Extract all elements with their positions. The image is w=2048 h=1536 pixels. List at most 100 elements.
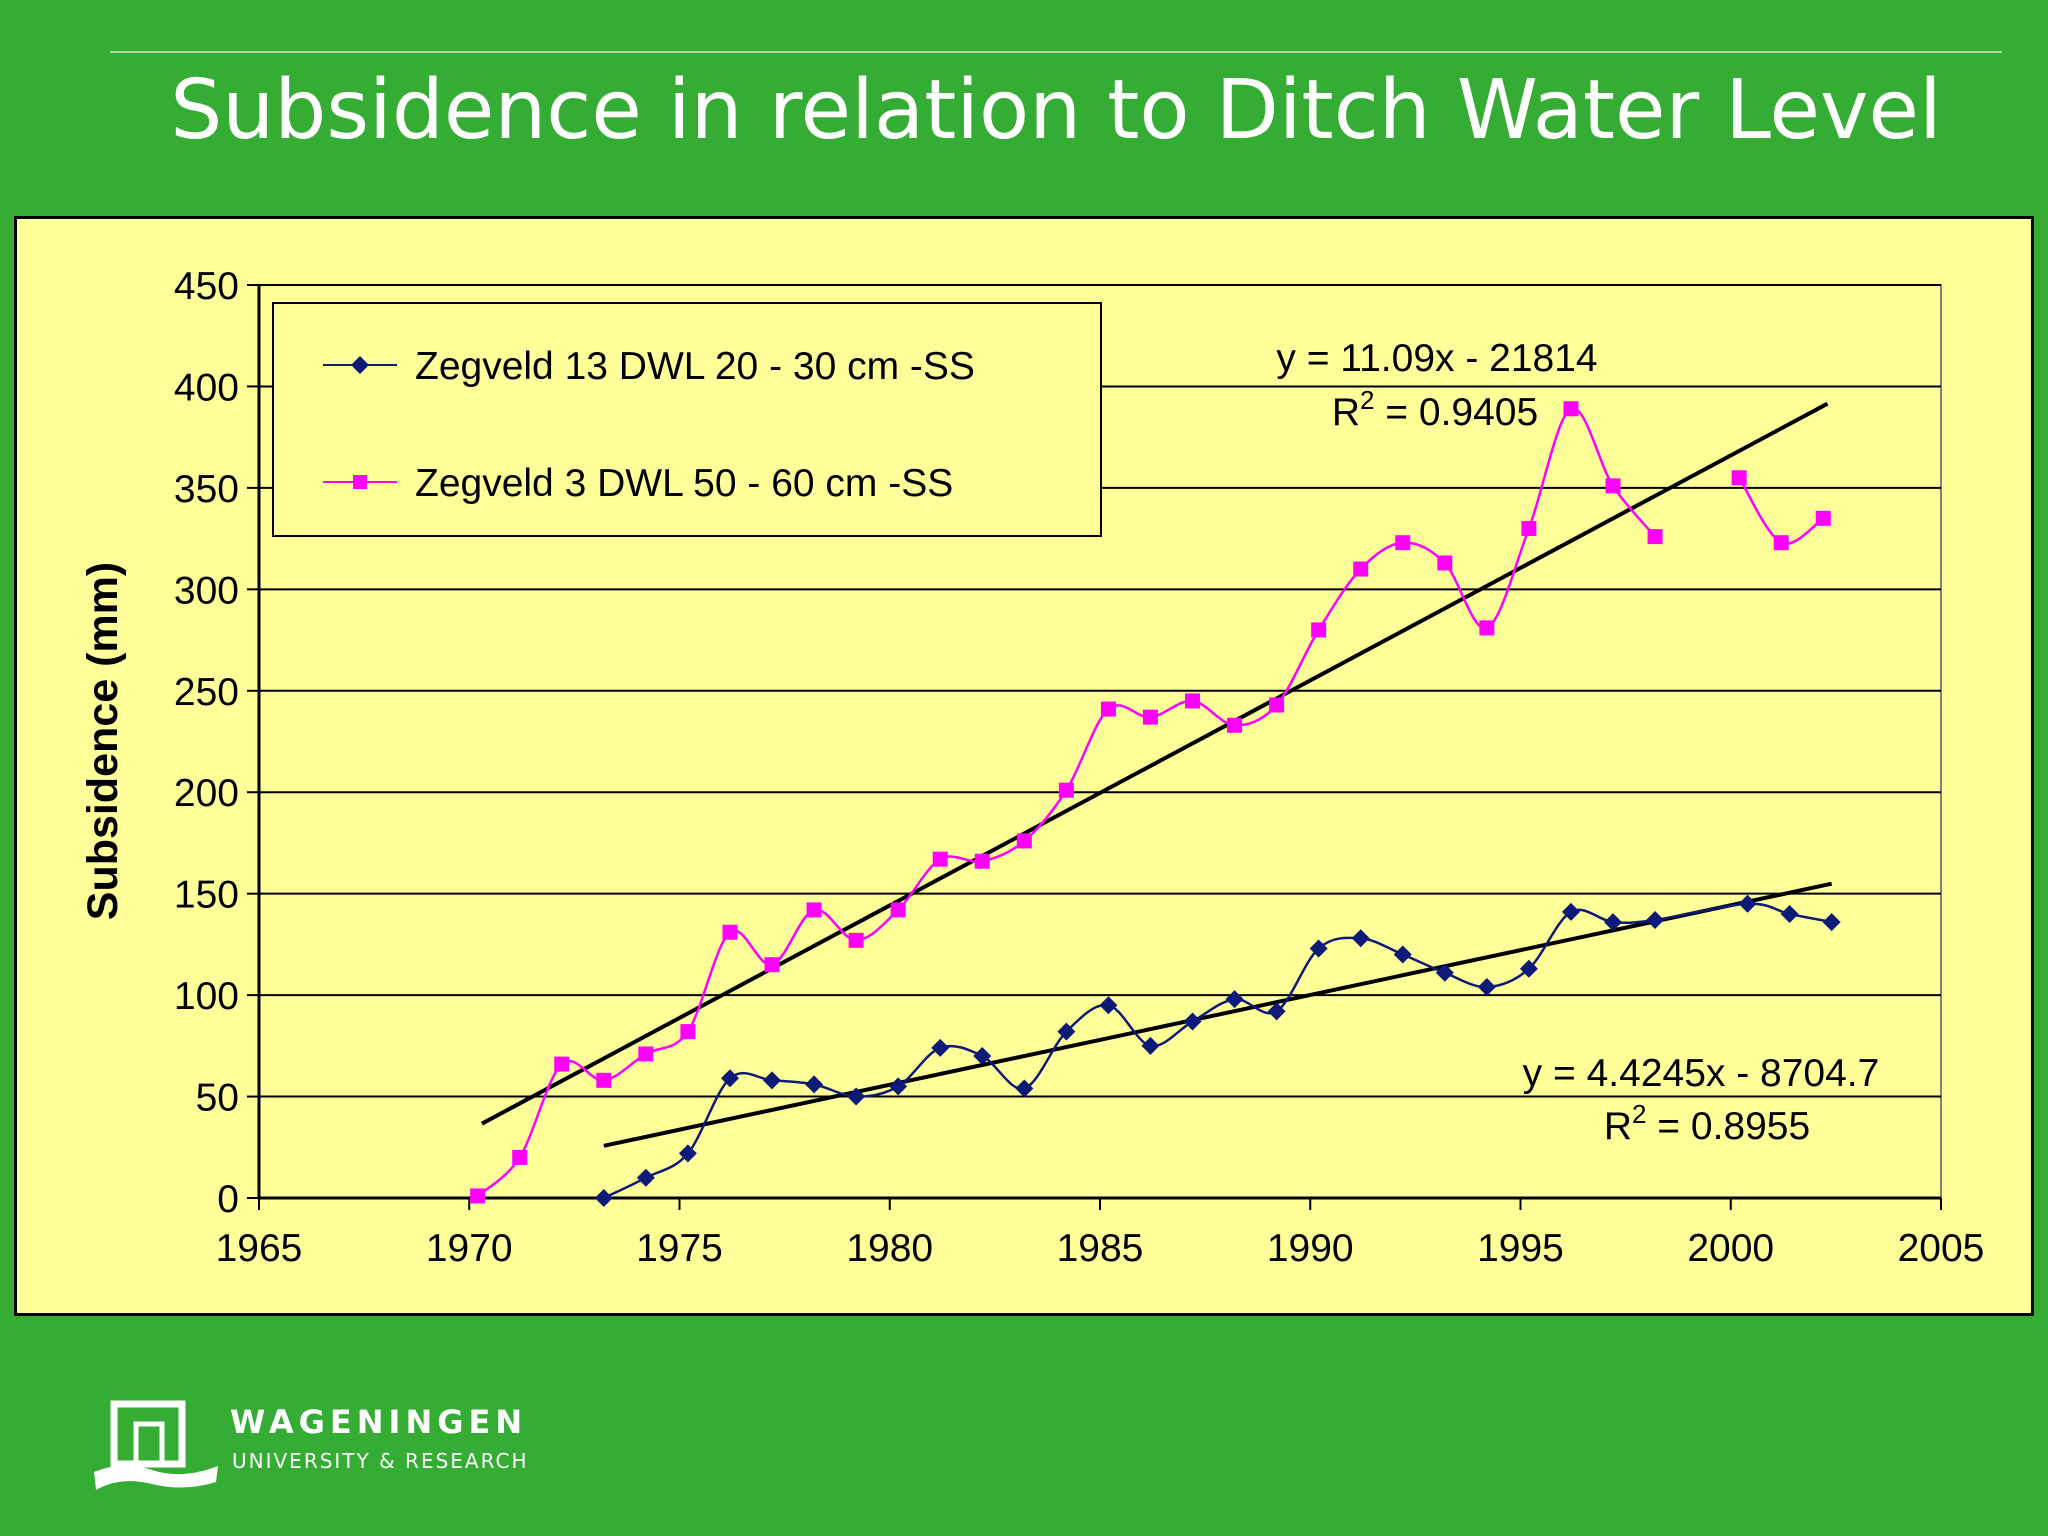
series-1-point [1267,1002,1286,1021]
series-1-point [1015,1079,1034,1098]
series-2-point [512,1149,528,1165]
series-1-point [1393,945,1412,964]
series-1-point [1309,939,1328,958]
x-tick-label: 1985 [1057,1227,1144,1270]
legend-marker-series-1 [351,356,369,374]
y-tick-label: 150 [174,874,239,917]
legend-box [272,302,1102,537]
axes: 0 50 100 150 200 250 300 350 400 450 1965 1970 1975 1… [174,265,1984,1270]
series-1-point [720,1069,739,1088]
legend: Zegveld 13 DWL 20 - 30 cm -SS Zegveld 3 … [272,302,1102,537]
series-2-point [1731,470,1747,486]
series-1-point [1477,977,1496,996]
series-2-point [890,902,906,918]
series-1-point [594,1189,613,1207]
title-rule [110,51,2002,53]
series-2-point [764,957,780,973]
series-1-point [763,1071,782,1090]
legend-label-series-2: Zegveld 3 DWL 50 - 60 cm -SS [415,462,953,505]
series-1-point [931,1038,950,1057]
series-2-point [1395,535,1411,551]
logo-wordmark: WAGENINGEN [230,1403,528,1441]
x-tick-label: 2005 [1898,1227,1985,1270]
series-2-point [1058,782,1074,798]
y-tick-label: 200 [174,772,239,815]
series-1-point [1057,1022,1076,1041]
series-2-point [1311,622,1327,638]
series-2-point [1016,833,1032,849]
series-1-point [678,1144,697,1163]
series-1-point [1225,990,1244,1009]
trendline-series-1 [603,881,1833,1148]
series-1-point [1604,913,1623,932]
series-1-point [1738,894,1757,913]
series-2-point [596,1072,612,1088]
y-tick-label: 250 [174,671,239,714]
series-2-point [638,1046,654,1062]
slide-title: Subsidence in relation to Ditch Water Le… [170,63,1942,158]
series-2-point [1563,401,1579,417]
series-2-point [722,924,738,940]
y-tick-label: 400 [174,366,239,409]
series-1-point [889,1077,908,1096]
series-2-point [1437,555,1453,571]
series-2-point [680,1024,696,1040]
chart-panel: 0 50 100 150 200 250 300 350 400 450 1965 1970 1975 1… [14,216,2034,1316]
series-1-point [1435,963,1454,982]
series-2-point [1142,709,1158,725]
logo-subline: UNIVERSITY & RESEARCH [232,1449,529,1473]
series-1-point [1351,929,1370,948]
series-2-point [1605,478,1621,494]
trendlines [480,401,1833,1148]
y-tick-label: 100 [174,975,239,1018]
series-2-point [1815,510,1831,526]
series-2-point [1353,561,1369,577]
series-1-point [1183,1012,1202,1031]
series-2-point [1773,535,1789,551]
series-2-point [1647,529,1663,545]
data-series [470,401,1841,1207]
x-tick-label: 1990 [1267,1227,1354,1270]
series-1-point [1646,911,1665,930]
y-axis-title: Subsidence (mm) [79,562,127,920]
series-1-point [1780,904,1799,923]
x-tick-label: 1980 [846,1227,933,1270]
series-1-point [847,1087,866,1106]
y-tick-label: 0 [217,1178,239,1221]
series-1-point [1561,902,1580,921]
series-2-point [848,932,864,948]
series-1-point [1141,1036,1160,1055]
series-2-point [1479,620,1495,636]
series-1-point [1519,959,1538,978]
series-2-point [806,902,822,918]
series-2-point [470,1188,486,1204]
series-1-point [1099,996,1118,1015]
series-2-point [1185,693,1201,709]
subsidence-chart: 0 50 100 150 200 250 300 350 400 450 1965 1970 1975 1… [79,265,1984,1270]
r-squared-series-2: R2 = 0.9405 [1332,385,1538,434]
legend-label-series-1: Zegveld 13 DWL 20 - 30 cm -SS [415,345,975,388]
x-tick-label: 1970 [426,1227,513,1270]
trendline-equations: y = 11.09x - 21814 R2 = 0.9405 y = 4.424… [1276,337,1879,1148]
y-tick-label: 450 [174,265,239,308]
legend-marker-series-2 [353,475,367,489]
trendline-series-2 [480,401,1829,1126]
series-2-point [1521,520,1537,536]
series-2-point [1269,697,1285,713]
series-2-point [554,1056,570,1072]
series-2-point [932,851,948,867]
series-1-point [805,1075,824,1094]
series-2-point [974,853,990,869]
r-squared-series-1: R2 = 0.8955 [1604,1099,1810,1148]
series-1-point [1822,913,1841,932]
x-tick-label: 1975 [636,1227,723,1270]
x-tick-label: 1995 [1477,1227,1564,1270]
wageningen-logo-icon [94,1400,218,1490]
series-2-point [1227,717,1243,733]
y-tick-label: 50 [196,1077,239,1120]
x-tick-label: 1965 [216,1227,303,1270]
series-2-point [1100,701,1116,717]
wageningen-logo: WAGENINGEN UNIVERSITY & RESEARCH [92,1400,572,1500]
y-tick-label: 300 [174,569,239,612]
y-tick-label: 350 [174,468,239,511]
